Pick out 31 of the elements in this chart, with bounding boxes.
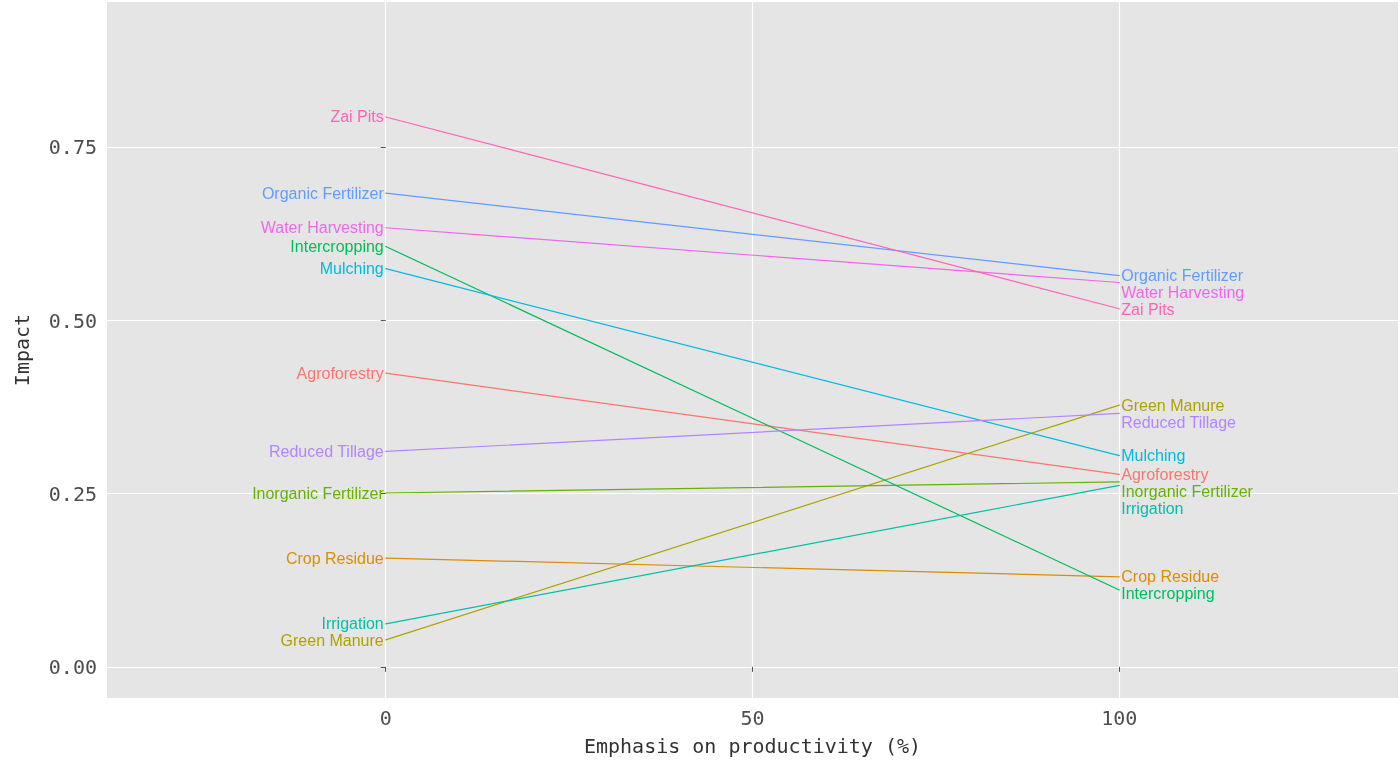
text: Green Manure bbox=[280, 632, 384, 650]
text: Zai Pits bbox=[1121, 301, 1175, 319]
series-label: Water Harvesting bbox=[260, 219, 384, 237]
y-tick-label: 0.75 bbox=[48, 135, 97, 160]
x-tick-label: 50 bbox=[740, 706, 765, 730]
text: Inorganic Fertilizer bbox=[1121, 482, 1253, 500]
series-label: Irrigation bbox=[321, 615, 384, 633]
series-label: Agroforestry bbox=[296, 364, 384, 382]
series-label: Green Manure bbox=[1121, 396, 1225, 414]
text: Intercropping bbox=[1121, 585, 1215, 603]
text: Irrigation bbox=[1121, 499, 1184, 517]
series-label: Inorganic Fertilizer bbox=[252, 484, 385, 502]
y-tick-label: 0.50 bbox=[48, 308, 97, 333]
x-axis-title: Emphasis on productivity (%) bbox=[583, 734, 922, 758]
series-label: Intercropping bbox=[290, 237, 384, 255]
series-label: Organic Fertilizer bbox=[261, 184, 385, 202]
text: Reduced Tillage bbox=[1121, 413, 1237, 431]
text: Agroforestry bbox=[1121, 465, 1209, 483]
y-axis-title: Impact bbox=[10, 313, 34, 387]
series-label: Reduced Tillage bbox=[268, 442, 384, 460]
series-label: Zai Pits bbox=[330, 108, 384, 126]
series-label: Mulching bbox=[319, 260, 384, 278]
text: Crop Residue bbox=[1121, 568, 1220, 586]
x-tick-label: 0 bbox=[379, 706, 392, 730]
text: Mulching bbox=[1121, 447, 1186, 465]
y-tick-label: 0.25 bbox=[48, 481, 97, 506]
x-tick-label: 100 bbox=[1101, 706, 1138, 730]
series-label: Crop Residue bbox=[285, 549, 384, 567]
text: Organic Fertilizer bbox=[1121, 267, 1244, 285]
y-tick-label: 0.00 bbox=[48, 654, 97, 679]
text: Water Harvesting bbox=[1121, 284, 1245, 302]
